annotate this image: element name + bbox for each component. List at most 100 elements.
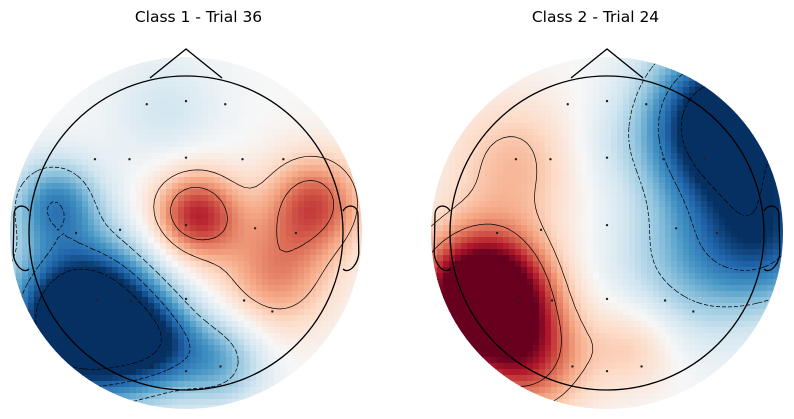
heatmap-cell [196, 321, 203, 328]
heatmap-cell [160, 69, 167, 76]
heatmap-cell [298, 147, 305, 154]
heatmap-cell [292, 231, 299, 238]
heatmap-cell [142, 363, 149, 370]
heatmap-cell [94, 117, 101, 124]
heatmap-cell [70, 327, 77, 334]
heatmap-cell [94, 87, 101, 94]
heatmap-cell [503, 75, 510, 82]
heatmap-cell [40, 363, 47, 370]
heatmap-cell [304, 285, 311, 292]
heatmap-cell [232, 111, 239, 118]
heatmap-cell [208, 255, 215, 262]
heatmap-cell [100, 309, 107, 316]
heatmap-cell [226, 123, 233, 130]
heatmap-cell [22, 279, 29, 286]
heatmap-cell [286, 387, 293, 394]
heatmap-cell [274, 291, 281, 298]
heatmap-cell [220, 351, 227, 358]
heatmap-cell [761, 177, 768, 184]
heatmap-cell [635, 147, 642, 154]
heatmap-cell [148, 339, 155, 346]
heatmap-cell [274, 381, 281, 388]
heatmap-cell [443, 117, 450, 124]
heatmap-cell [719, 87, 726, 94]
heatmap-cell [76, 111, 83, 118]
heatmap-cell [214, 141, 221, 148]
heatmap-cell [503, 81, 510, 88]
heatmap-cell [154, 153, 161, 160]
heatmap-cell [479, 171, 486, 178]
heatmap-cell [244, 375, 251, 382]
heatmap-cell [322, 147, 329, 154]
heatmap-cell [202, 141, 209, 148]
heatmap-cell [467, 75, 474, 82]
heatmap-cell [94, 279, 101, 286]
heatmap-cell [545, 171, 552, 178]
heatmap-cell [334, 99, 341, 106]
heatmap-cell [623, 135, 630, 142]
heatmap-cell [70, 183, 77, 190]
sensor-dot [150, 365, 153, 368]
heatmap-cell [172, 87, 179, 94]
heatmap-cell [226, 405, 233, 409]
heatmap-cell [10, 117, 17, 124]
heatmap-cell [28, 159, 35, 166]
heatmap-cell [238, 381, 245, 388]
heatmap-cell [521, 63, 528, 70]
heatmap-cell [629, 105, 636, 112]
heatmap-cell [46, 351, 53, 358]
heatmap-cell [262, 363, 269, 370]
heatmap-cell [166, 333, 173, 340]
heatmap-cell [316, 75, 323, 82]
heatmap-cell [346, 381, 353, 388]
heatmap-cell [358, 195, 362, 202]
heatmap-cell [316, 291, 323, 298]
heatmap-cell [130, 303, 137, 310]
heatmap-cell [22, 387, 29, 394]
heatmap-cell [286, 147, 293, 154]
heatmap-cell [88, 399, 95, 406]
heatmap-cell [298, 387, 305, 394]
heatmap-cell [557, 87, 564, 94]
heatmap-cell [280, 159, 287, 166]
heatmap-cell [491, 63, 498, 70]
heatmap-cell [268, 81, 275, 88]
heatmap-cell [250, 171, 257, 178]
heatmap-cell [575, 195, 582, 202]
heatmap-cell [443, 171, 450, 178]
heatmap-cell [166, 105, 173, 112]
heatmap-cell [485, 165, 492, 172]
heatmap-cell [322, 189, 329, 196]
heatmap-cell [16, 315, 23, 322]
heatmap-cell [749, 81, 756, 88]
heatmap-cell [232, 75, 239, 82]
heatmap-cell [16, 69, 23, 76]
heatmap-cell [58, 327, 65, 334]
heatmap-cell [244, 159, 251, 166]
heatmap-cell [497, 129, 504, 136]
heatmap-cell [58, 81, 65, 88]
heatmap-cell [172, 93, 179, 100]
heatmap-cell [316, 57, 323, 64]
heatmap-cell [773, 129, 780, 136]
heatmap-cell [136, 249, 143, 256]
heatmap-cell [358, 285, 362, 292]
heatmap-cell [358, 327, 362, 334]
heatmap-cell [274, 153, 281, 160]
heatmap-cell [683, 147, 690, 154]
heatmap-cell [503, 63, 510, 70]
heatmap-cell [220, 321, 227, 328]
heatmap-cell [238, 321, 245, 328]
heatmap-cell [617, 171, 624, 178]
heatmap-cell [220, 81, 227, 88]
heatmap-cell [58, 171, 65, 178]
heatmap-cell [10, 81, 17, 88]
heatmap-cell [178, 57, 185, 64]
heatmap-cell [755, 111, 762, 118]
heatmap-cell [154, 405, 161, 409]
heatmap-cell [527, 69, 534, 76]
heatmap-cell [503, 57, 510, 64]
heatmap-cell [160, 309, 167, 316]
heatmap-cell [629, 81, 636, 88]
heatmap-cell [677, 141, 684, 148]
